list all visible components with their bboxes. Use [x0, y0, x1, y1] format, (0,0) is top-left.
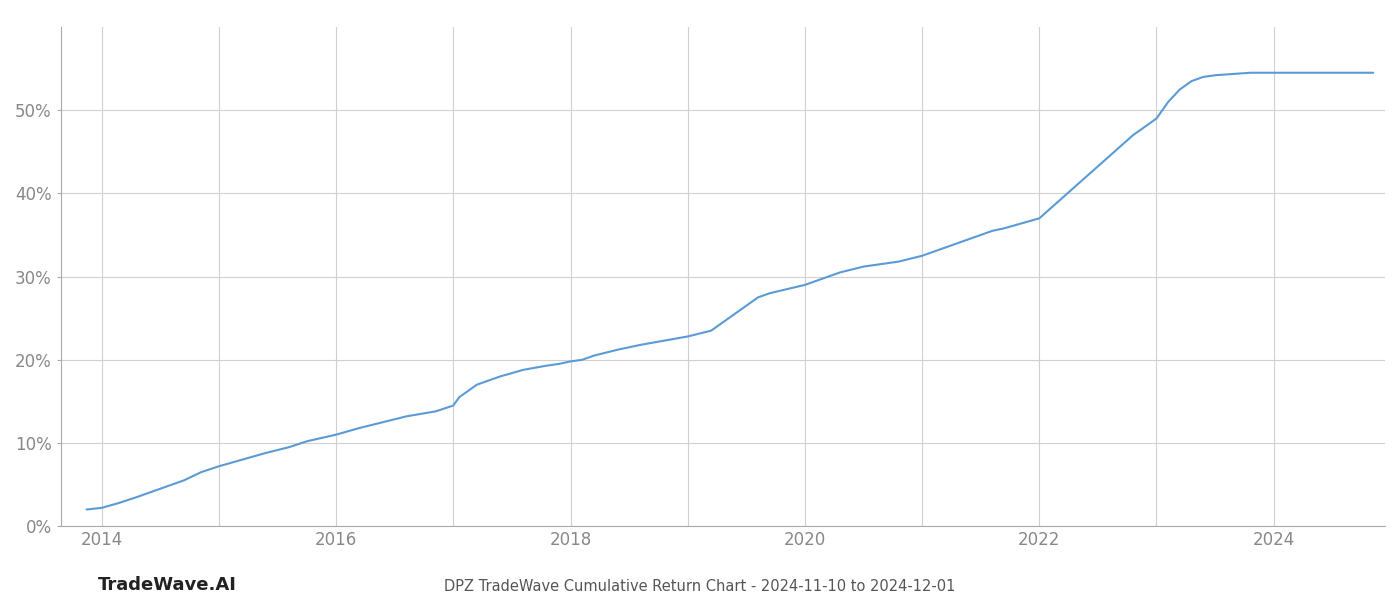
- Text: TradeWave.AI: TradeWave.AI: [98, 576, 237, 594]
- Text: DPZ TradeWave Cumulative Return Chart - 2024-11-10 to 2024-12-01: DPZ TradeWave Cumulative Return Chart - …: [444, 579, 956, 594]
